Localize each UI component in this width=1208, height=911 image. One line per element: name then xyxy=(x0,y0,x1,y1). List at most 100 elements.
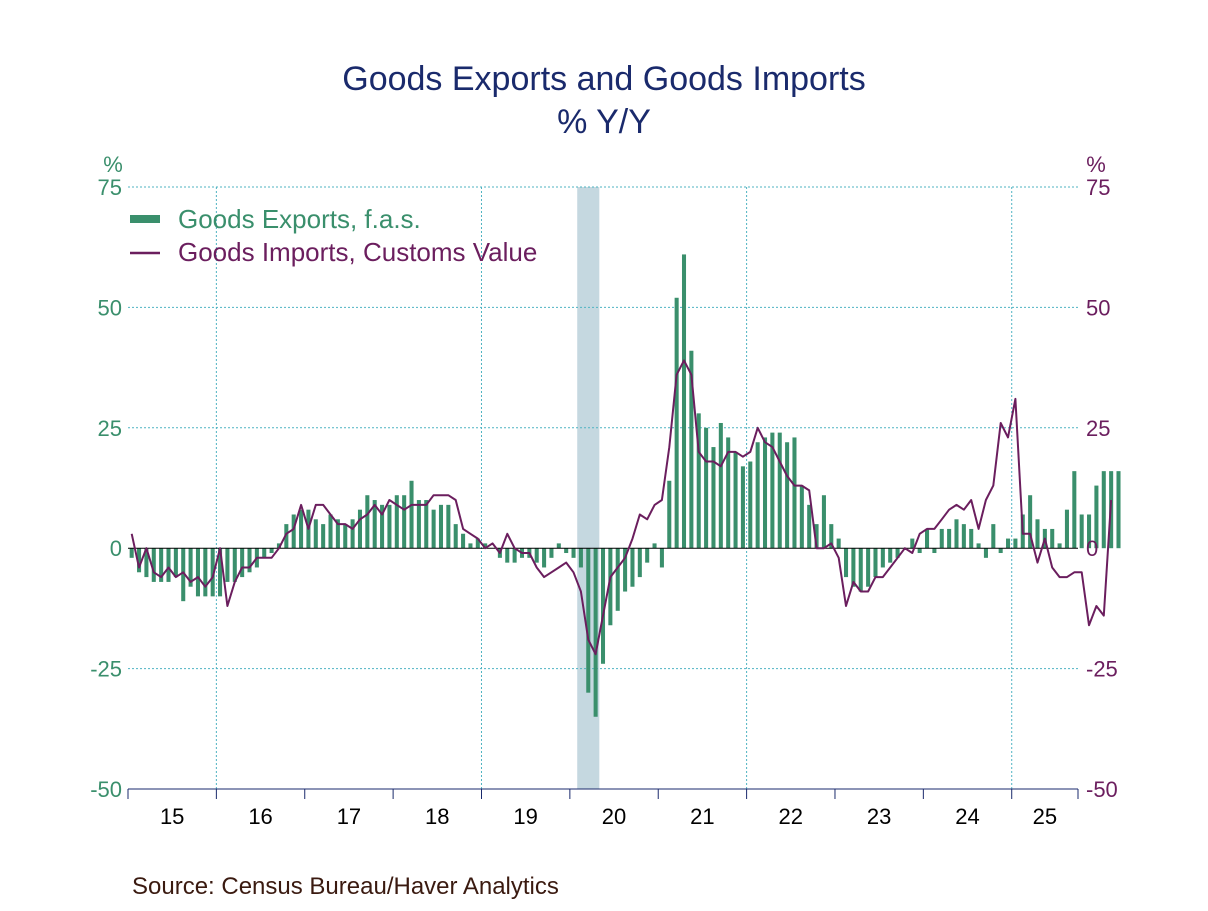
exports-bar xyxy=(173,548,178,578)
exports-bar xyxy=(372,500,377,549)
exports-bar xyxy=(969,528,974,549)
left-axis-tick-label: 25 xyxy=(98,416,122,441)
exports-bar xyxy=(623,548,628,592)
exports-bar xyxy=(1101,471,1106,549)
exports-bar xyxy=(740,466,745,549)
left-axis-tick-label: 75 xyxy=(98,175,122,200)
left-axis-tick-label: -25 xyxy=(90,657,122,682)
exports-bar xyxy=(947,528,952,549)
exports-bar xyxy=(829,524,834,549)
exports-bar xyxy=(549,548,554,558)
exports-bar xyxy=(704,427,709,549)
right-axis-tick-label: 75 xyxy=(1086,175,1110,200)
exports-bar xyxy=(564,548,569,554)
legend-label-exports: Goods Exports, f.a.s. xyxy=(178,204,421,234)
exports-bar xyxy=(659,548,664,568)
exports-bar xyxy=(394,495,399,549)
exports-bar xyxy=(446,504,451,549)
exports-bar xyxy=(1079,514,1084,549)
chart-title: Goods Exports and Goods Imports xyxy=(342,60,865,98)
exports-bar xyxy=(976,543,981,549)
exports-bar xyxy=(483,543,488,549)
exports-bar xyxy=(873,548,878,578)
exports-bar xyxy=(726,437,731,549)
exports-bar xyxy=(681,254,687,549)
x-axis-year-label: 22 xyxy=(779,804,803,829)
exports-bar xyxy=(954,519,959,549)
exports-bar xyxy=(836,538,841,549)
exports-bar xyxy=(402,495,407,549)
exports-bar xyxy=(335,519,340,549)
exports-bar xyxy=(880,548,885,568)
exports-bar xyxy=(431,509,436,549)
exports-bar xyxy=(711,447,716,549)
exports-bar xyxy=(453,524,458,549)
exports-bar xyxy=(461,533,466,549)
exports-bar xyxy=(755,442,760,549)
legend-label-imports: Goods Imports, Customs Value xyxy=(178,237,537,267)
x-axis-year-label: 16 xyxy=(248,804,272,829)
exports-bar xyxy=(608,548,613,626)
exports-bar xyxy=(542,548,547,568)
exports-bar xyxy=(387,504,392,549)
exports-bar xyxy=(895,548,900,558)
exports-bar xyxy=(689,350,694,549)
x-axis-year-label: 17 xyxy=(337,804,361,829)
exports-bar xyxy=(733,451,738,549)
exports-bar xyxy=(512,548,517,563)
exports-bar xyxy=(468,543,473,549)
exports-bar xyxy=(991,524,996,549)
right-axis-tick-label: 0 xyxy=(1086,536,1098,561)
exports-bar xyxy=(166,548,171,582)
x-axis-year-label: 18 xyxy=(425,804,449,829)
left-axis-tick-label: 50 xyxy=(98,295,122,320)
exports-bar xyxy=(586,548,591,693)
right-axis-tick-label: 50 xyxy=(1086,295,1110,320)
exports-bar xyxy=(630,548,635,587)
exports-bar xyxy=(321,524,326,549)
chart-subtitle: % Y/Y xyxy=(557,103,651,141)
exports-bar xyxy=(821,495,826,549)
right-axis-tick-label: 25 xyxy=(1086,416,1110,441)
exports-bar xyxy=(129,548,134,558)
exports-bar xyxy=(269,548,274,554)
exports-bar xyxy=(343,524,348,549)
exports-bar xyxy=(696,413,701,549)
exports-bar xyxy=(1013,538,1018,549)
exports-bar xyxy=(262,548,267,558)
exports-bar xyxy=(998,548,1003,554)
exports-bar xyxy=(792,437,797,549)
x-axis-year-label: 23 xyxy=(867,804,891,829)
right-axis-unit: % xyxy=(1086,152,1106,177)
exports-bar xyxy=(424,500,429,549)
exports-bar xyxy=(637,548,642,578)
x-axis-year-label: 20 xyxy=(602,804,626,829)
exports-bar xyxy=(851,548,856,587)
exports-bar xyxy=(1050,528,1055,549)
exports-bar xyxy=(718,422,723,549)
exports-bar xyxy=(380,504,385,549)
exports-bar xyxy=(1006,538,1011,549)
exports-bar xyxy=(1087,514,1092,549)
exports-bar xyxy=(328,514,333,549)
exports-bar xyxy=(748,461,753,549)
exports-bar xyxy=(232,548,237,582)
exports-bar xyxy=(210,548,215,597)
exports-bar xyxy=(1035,519,1040,549)
exports-bar xyxy=(667,480,672,549)
legend-swatch-exports xyxy=(130,215,160,223)
exports-bar xyxy=(299,509,304,549)
exports-bar xyxy=(910,538,915,549)
exports-bar xyxy=(475,538,480,549)
exports-bar xyxy=(770,432,775,549)
axis-layer xyxy=(127,547,1079,799)
exports-bar xyxy=(276,543,281,549)
exports-bar xyxy=(409,480,414,549)
exports-bar xyxy=(188,548,193,587)
exports-bar xyxy=(247,548,252,573)
exports-bar xyxy=(843,548,849,578)
exports-bar xyxy=(600,548,606,664)
exports-bar xyxy=(807,504,812,549)
exports-bar xyxy=(858,548,863,592)
right-axis-tick-label: -50 xyxy=(1086,777,1118,802)
